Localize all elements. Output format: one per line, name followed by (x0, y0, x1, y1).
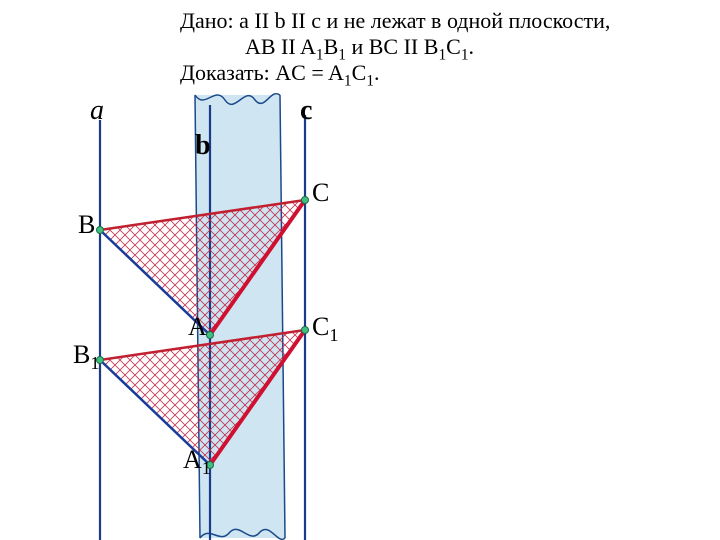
diagram-canvas: Дано: a II b II c и не лежат в одной пло… (0, 0, 720, 540)
label-C: C (312, 178, 329, 208)
label-C1: C1 (312, 312, 338, 342)
label-B1-sub: 1 (90, 353, 99, 373)
point-B (97, 227, 104, 234)
label-line-b: b (195, 130, 211, 162)
label-line-c: c (300, 95, 312, 127)
label-B: B (78, 210, 95, 240)
point-A (207, 332, 214, 339)
label-line-a: a (90, 95, 104, 127)
label-A1: A1 (183, 445, 211, 475)
label-B1-text: B (73, 340, 90, 369)
point-C1 (302, 327, 309, 334)
label-B1: B1 (73, 340, 99, 370)
label-A: A (188, 312, 207, 342)
label-A1-text: A (183, 445, 202, 474)
label-C1-sub: 1 (329, 325, 338, 345)
geometry-svg (0, 0, 720, 540)
label-C1-text: C (312, 312, 329, 341)
label-A1-sub: 1 (202, 458, 211, 478)
point-C (302, 197, 309, 204)
